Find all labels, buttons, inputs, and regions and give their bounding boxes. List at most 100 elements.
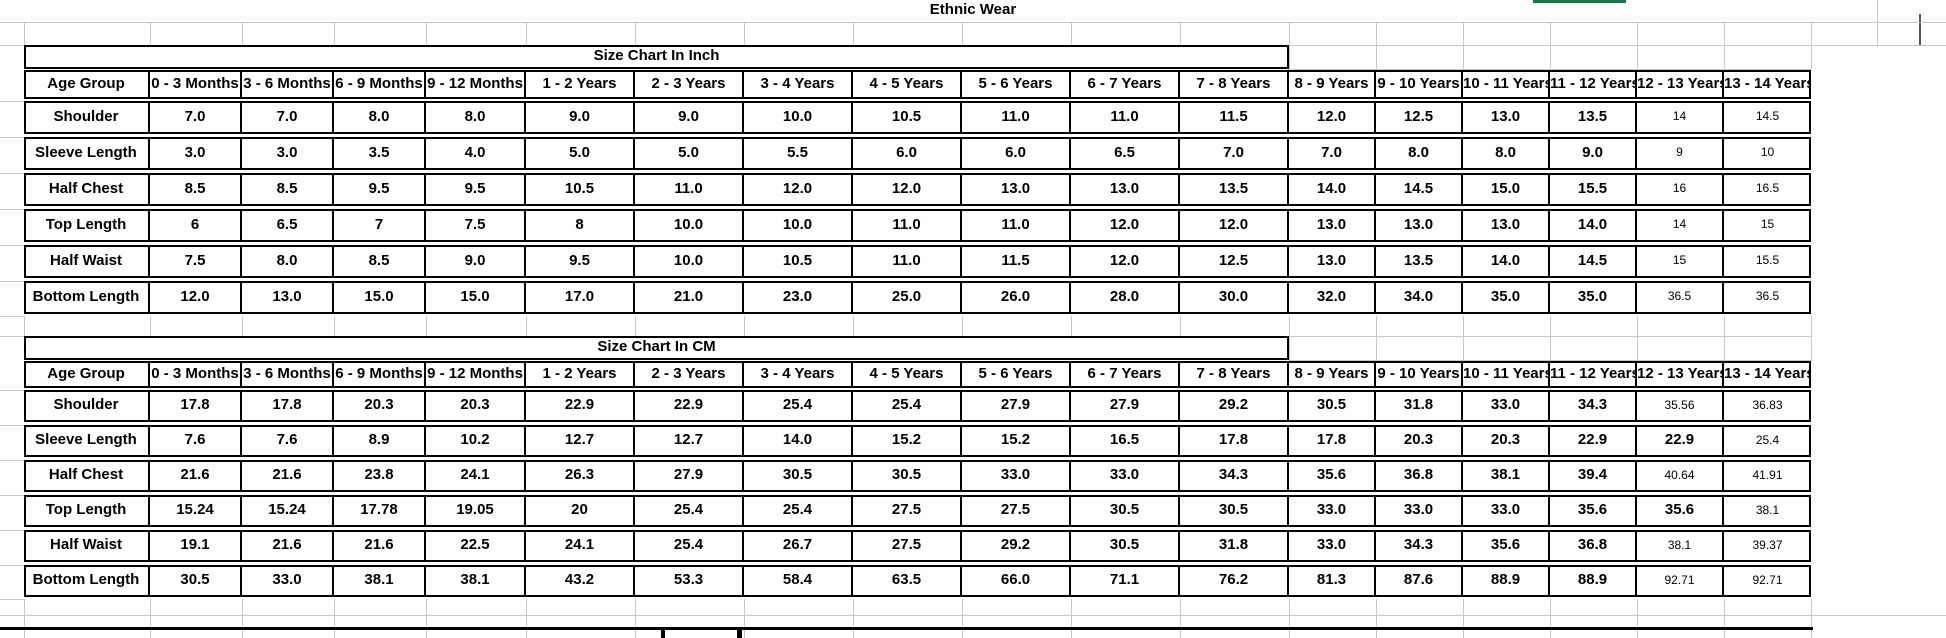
age-column-header-cell[interactable]: 7 - 8 Years	[1180, 363, 1289, 386]
row-label-cell[interactable]: Shoulder	[26, 392, 150, 420]
value-cell[interactable]: 33.0	[1289, 532, 1376, 560]
age-column-header-cell[interactable]: 2 - 3 Years	[635, 363, 744, 386]
value-cell[interactable]: 40.64	[1637, 462, 1724, 490]
value-cell[interactable]: 3.0	[150, 139, 242, 168]
value-cell[interactable]: 34.0	[1376, 283, 1463, 312]
age-column-header-cell[interactable]: 5 - 6 Years	[962, 72, 1071, 97]
sheet-cell[interactable]	[1637, 45, 1725, 70]
value-cell[interactable]: 27.9	[635, 462, 744, 490]
value-cell[interactable]: 28.0	[1071, 283, 1180, 312]
value-cell[interactable]: 10.0	[635, 211, 744, 240]
sheet-title-cell[interactable]: Ethnic Wear	[929, 1, 1017, 18]
value-cell[interactable]: 36.5	[1755, 289, 1780, 303]
value-cell[interactable]: 81.3	[1289, 567, 1376, 595]
value-cell[interactable]: 35.6	[1289, 462, 1376, 490]
age-column-header-cell[interactable]: 11 - 12 Years	[1550, 72, 1637, 97]
sheet-cell[interactable]	[1550, 45, 1638, 70]
value-cell[interactable]: 33.0	[962, 462, 1071, 490]
value-cell[interactable]: 13.0	[1463, 211, 1550, 240]
value-cell[interactable]: 15.0	[426, 283, 526, 312]
value-cell[interactable]: 32.0	[1289, 283, 1376, 312]
value-cell[interactable]: 14.0	[1463, 247, 1550, 276]
value-cell[interactable]: 10.5	[744, 247, 853, 276]
value-cell[interactable]: 6.0	[853, 139, 962, 168]
value-cell[interactable]: 11.0	[1071, 103, 1180, 132]
value-cell[interactable]: 8.0	[242, 247, 334, 276]
sheet-cell[interactable]	[1376, 336, 1464, 361]
value-cell[interactable]: 5.5	[744, 139, 853, 168]
value-cell[interactable]: 11.5	[1180, 103, 1289, 132]
value-cell[interactable]: 13.0	[1071, 175, 1180, 204]
value-cell[interactable]: 12.0	[853, 175, 962, 204]
value-cell[interactable]: 15.5	[1550, 175, 1637, 204]
value-cell[interactable]: 22.9	[526, 392, 635, 420]
value-cell[interactable]: 12.5	[1376, 103, 1463, 132]
value-cell[interactable]: 25.4	[1755, 433, 1780, 447]
value-cell[interactable]: 17.8	[242, 392, 334, 420]
value-cell[interactable]: 15.2	[962, 427, 1071, 455]
value-cell[interactable]: 6.5	[242, 211, 334, 240]
value-cell[interactable]: 35.6	[1637, 497, 1724, 525]
value-cell[interactable]: 33.0	[1071, 462, 1180, 490]
value-cell[interactable]: 5.0	[635, 139, 744, 168]
value-cell[interactable]: 36.8	[1550, 532, 1637, 560]
value-cell[interactable]: 15.5	[1755, 253, 1780, 267]
age-column-header-cell[interactable]: 6 - 7 Years	[1071, 363, 1180, 386]
value-cell[interactable]: 29.2	[962, 532, 1071, 560]
value-cell[interactable]: 3.5	[334, 139, 426, 168]
value-cell[interactable]: 34.3	[1180, 462, 1289, 490]
value-cell[interactable]: 9.0	[1550, 139, 1637, 168]
age-column-header-cell[interactable]: 0 - 3 Months	[150, 363, 242, 386]
size-chart-band-cell[interactable]: Size Chart In CM	[24, 336, 1289, 360]
value-cell[interactable]: 35.56	[1637, 392, 1724, 420]
value-cell[interactable]: 10.0	[635, 247, 744, 276]
value-cell[interactable]: 30.0	[1180, 283, 1289, 312]
value-cell[interactable]: 15.0	[334, 283, 426, 312]
age-column-header-cell[interactable]: 0 - 3 Months	[150, 72, 242, 97]
age-column-header-cell[interactable]: 11 - 12 Years	[1550, 363, 1637, 386]
value-cell[interactable]: 11.0	[962, 103, 1071, 132]
age-column-header-cell[interactable]: 4 - 5 Years	[853, 363, 962, 386]
value-cell[interactable]: 11.0	[853, 211, 962, 240]
value-cell[interactable]: 7.5	[426, 211, 526, 240]
value-cell[interactable]: 21.0	[635, 283, 744, 312]
value-cell[interactable]: 30.5	[853, 462, 962, 490]
value-cell[interactable]: 53.3	[635, 567, 744, 595]
value-cell[interactable]: 38.1	[1637, 532, 1724, 560]
value-cell[interactable]: 22.9	[635, 392, 744, 420]
value-cell[interactable]: 24.1	[526, 532, 635, 560]
value-cell[interactable]: 66.0	[962, 567, 1071, 595]
value-cell[interactable]: 19.1	[150, 532, 242, 560]
value-cell[interactable]: 39.4	[1550, 462, 1637, 490]
age-column-header-cell[interactable]: 2 - 3 Years	[635, 72, 744, 97]
value-cell[interactable]: 88.9	[1463, 567, 1550, 595]
row-label-cell[interactable]: Bottom Length	[26, 283, 150, 312]
value-cell[interactable]: 20.3	[1463, 427, 1550, 455]
value-cell[interactable]: 20	[526, 497, 635, 525]
value-cell[interactable]: 27.9	[1071, 392, 1180, 420]
value-cell[interactable]: 35.0	[1463, 283, 1550, 312]
sheet-cell[interactable]	[1289, 45, 1377, 70]
value-cell[interactable]: 13.0	[242, 283, 334, 312]
value-cell[interactable]: 38.1	[1463, 462, 1550, 490]
value-cell[interactable]: 17.8	[150, 392, 242, 420]
value-cell[interactable]: 8.5	[150, 175, 242, 204]
value-cell[interactable]: 13.0	[1376, 211, 1463, 240]
age-column-header-cell[interactable]: 1 - 2 Years	[526, 363, 635, 386]
value-cell[interactable]: 14.0	[1550, 211, 1637, 240]
age-column-header-cell[interactable]: 10 - 11 Years	[1463, 72, 1550, 97]
value-cell[interactable]: 87.6	[1376, 567, 1463, 595]
value-cell[interactable]: 41.91	[1752, 468, 1783, 482]
sheet-cell[interactable]	[1289, 336, 1377, 361]
value-cell[interactable]: 27.5	[962, 497, 1071, 525]
value-cell[interactable]: 35.6	[1463, 532, 1550, 560]
value-cell[interactable]: 21.6	[242, 462, 334, 490]
value-cell[interactable]: 31.8	[1180, 532, 1289, 560]
value-cell[interactable]: 7.0	[1289, 139, 1376, 168]
value-cell[interactable]: 15	[1760, 217, 1775, 231]
row-label-cell[interactable]: Top Length	[26, 497, 150, 525]
value-cell[interactable]: 36.5	[1637, 283, 1724, 312]
value-cell[interactable]: 11.5	[962, 247, 1071, 276]
value-cell[interactable]: 33.0	[1463, 392, 1550, 420]
value-cell[interactable]: 21.6	[242, 532, 334, 560]
